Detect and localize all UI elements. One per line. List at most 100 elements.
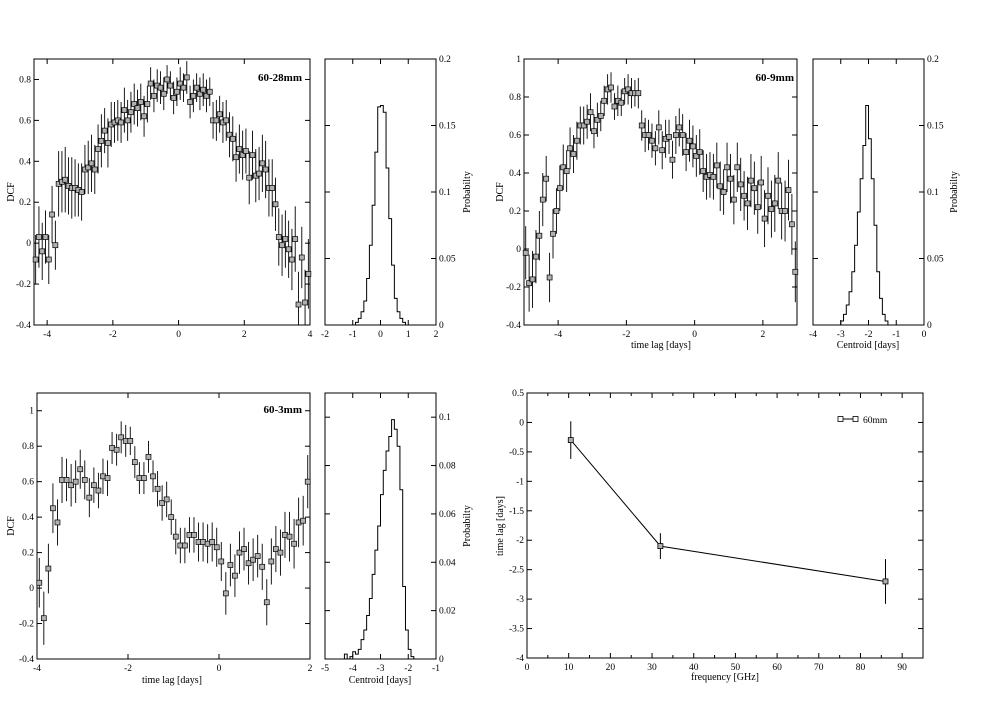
data-point xyxy=(32,256,39,263)
data-point xyxy=(724,164,730,171)
data-point xyxy=(526,280,532,287)
data-point xyxy=(249,152,256,159)
data-point xyxy=(203,92,210,99)
y-tick-label: 0 xyxy=(439,655,444,665)
legend-marker-right xyxy=(852,416,859,422)
data-point xyxy=(243,148,249,154)
data-point xyxy=(229,135,236,142)
data-point xyxy=(236,146,243,152)
data-point xyxy=(666,134,672,140)
data-point xyxy=(686,137,693,144)
x-tick-label: 2 xyxy=(242,330,247,340)
data-point xyxy=(256,170,262,177)
panel-title-60-28mm: 60-28mm xyxy=(258,72,302,84)
x-tick-label: 2 xyxy=(434,330,439,340)
data-point xyxy=(597,113,604,119)
y-tick-label: 0.4 xyxy=(19,157,31,167)
data-point xyxy=(277,549,284,556)
data-point xyxy=(673,132,679,138)
data-point xyxy=(560,164,567,171)
data-point xyxy=(657,543,664,550)
data-point xyxy=(124,117,131,124)
data-point xyxy=(254,553,261,559)
y-tick-label: 0.05 xyxy=(439,255,456,265)
y-tick-label: -0.2 xyxy=(19,620,34,630)
x-axis-label-time-lag-60-9mm: time lag [days] xyxy=(631,340,691,351)
y-tick-label: 0 xyxy=(516,245,521,255)
x-tick-label: -2 xyxy=(124,664,132,674)
x-tick-label: 2 xyxy=(308,664,313,674)
data-point xyxy=(587,109,594,116)
x-tick-label: -2 xyxy=(109,330,117,340)
x-tick-label: 60 xyxy=(772,663,782,673)
data-point xyxy=(649,137,655,144)
data-point xyxy=(91,166,98,173)
data-point xyxy=(533,253,539,260)
histogram-outline xyxy=(837,105,891,326)
data-point xyxy=(550,230,556,237)
y-tick-label: 0.05 xyxy=(927,255,944,265)
data-point xyxy=(183,74,190,81)
x-tick-label: -3 xyxy=(377,664,385,674)
data-point xyxy=(285,246,292,253)
data-point xyxy=(245,560,252,567)
data-point xyxy=(39,248,46,255)
data-point xyxy=(785,187,792,193)
data-point xyxy=(144,101,151,107)
data-point xyxy=(177,80,184,87)
data-point xyxy=(216,111,223,118)
y-tick-label: 0.6 xyxy=(22,478,34,488)
data-point xyxy=(170,95,177,101)
data-point xyxy=(105,140,111,146)
data-point xyxy=(168,514,175,520)
data-point xyxy=(42,234,49,240)
data-point xyxy=(713,162,720,169)
x-tick-label: -2 xyxy=(622,330,630,340)
data-point xyxy=(226,131,233,138)
y-tick-label: 0.8 xyxy=(509,93,521,103)
data-point xyxy=(286,533,293,540)
data-point xyxy=(167,82,174,89)
data-point xyxy=(141,113,147,120)
y-tick-label: 0.8 xyxy=(19,75,31,85)
legend: 60mm xyxy=(837,416,888,426)
x-tick-label: -4 xyxy=(43,330,51,340)
x-tick-label: 80 xyxy=(856,663,866,673)
y-tick-label: -1.5 xyxy=(509,507,524,517)
x-axis-label-centroid-60-9mm: Centroid [days] xyxy=(837,340,900,351)
data-point xyxy=(679,132,686,138)
data-point xyxy=(95,487,102,494)
data-point xyxy=(536,232,543,239)
data-point xyxy=(118,434,125,441)
data-point xyxy=(529,276,536,283)
data-point xyxy=(190,92,197,99)
data-point xyxy=(304,478,311,485)
y-tick-label: -0.4 xyxy=(19,655,34,665)
plot-frame xyxy=(324,58,437,326)
data-point xyxy=(113,446,120,453)
data-point xyxy=(145,453,152,460)
data-point xyxy=(36,234,42,240)
data-point xyxy=(700,168,707,174)
data-point xyxy=(159,500,165,506)
data-point xyxy=(717,183,724,190)
x-tick-label: 70 xyxy=(814,663,824,673)
y-tick-label: 0 xyxy=(927,321,932,331)
data-point xyxy=(151,92,157,99)
data-point xyxy=(289,256,295,263)
y-axis-label-probability-60-9mm: Probabilty xyxy=(949,171,960,213)
y-tick-label: 0 xyxy=(439,321,444,331)
y-tick-label: 0.8 xyxy=(22,442,34,452)
histogram-panel-60-9mm: Probabilty Centroid [days] 0 0.05 0.1 0.15 0… xyxy=(809,55,960,351)
data-point xyxy=(710,173,717,180)
y-axis-label-probability-60-28mm: Probabilty xyxy=(462,171,473,213)
data-point xyxy=(141,475,147,481)
y-tick-label: 0.1 xyxy=(927,188,939,198)
y-tick-label: -2.5 xyxy=(509,566,524,576)
x-tick-label: 0 xyxy=(217,664,222,674)
data-point xyxy=(131,459,138,466)
y-axis-label-dcf-60-3mm: DCF xyxy=(6,516,17,536)
x-tick-label: -2 xyxy=(321,330,329,340)
data-point xyxy=(147,80,154,87)
